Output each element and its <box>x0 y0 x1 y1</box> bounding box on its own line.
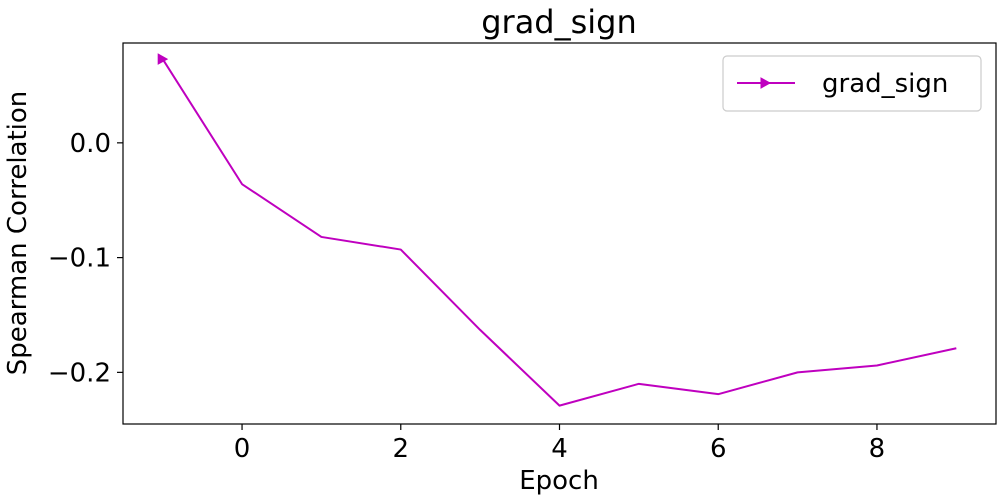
data-point-marker <box>157 53 169 65</box>
y-tick-label: −0.2 <box>48 358 111 388</box>
y-axis-label: Spearman Correlation <box>3 91 33 376</box>
y-tick-label: 0.0 <box>70 129 111 159</box>
series-line-grad-sign <box>161 58 957 407</box>
x-tick-label: 0 <box>234 434 251 464</box>
legend-marker-icon <box>760 77 772 89</box>
chart-title: grad_sign <box>481 3 637 41</box>
y-tick-label: −0.1 <box>48 244 111 274</box>
legend-label-grad-sign: grad_sign <box>822 69 948 99</box>
x-tick-label: 8 <box>869 434 886 464</box>
x-tick-label: 2 <box>392 434 409 464</box>
x-tick-label: 6 <box>710 434 727 464</box>
x-tick-label: 4 <box>551 434 568 464</box>
axis-ticks: 0 2 4 6 8 0.0 −0.1 −0.2 <box>48 129 885 464</box>
legend-box <box>722 55 982 112</box>
x-axis-label: Epoch <box>519 466 599 496</box>
legend: grad_sign <box>722 55 982 112</box>
plot-area <box>157 53 957 407</box>
